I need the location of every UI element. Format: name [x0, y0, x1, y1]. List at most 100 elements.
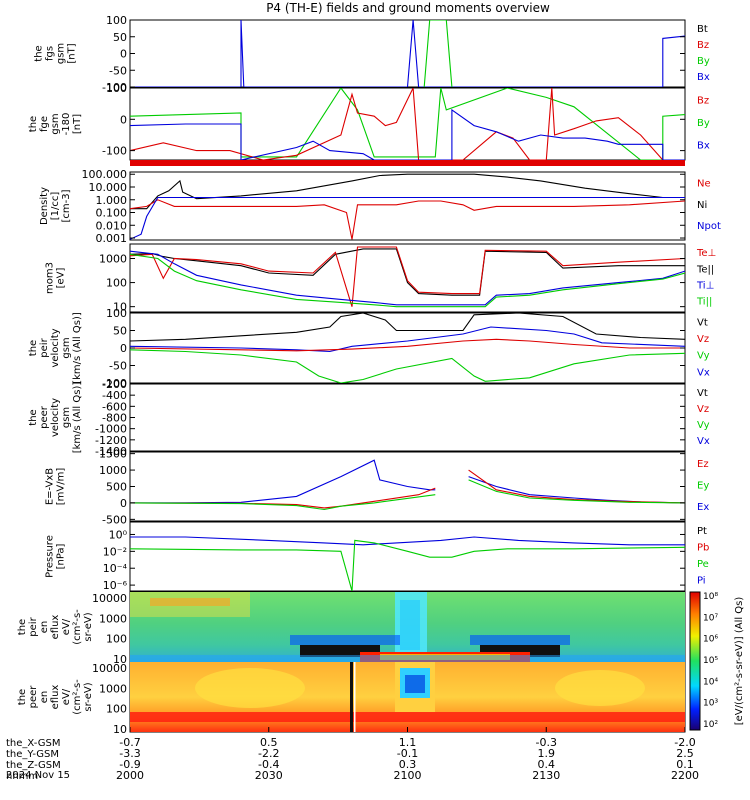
y-axis-label: en: [39, 691, 50, 704]
footer-value: 0.5: [260, 736, 278, 749]
legend-entry: Ey: [697, 480, 709, 491]
series-bz: [130, 88, 685, 160]
legend-entry: Vz: [697, 334, 709, 345]
series-ni: [130, 173, 685, 210]
footer-value: 2130: [532, 769, 560, 782]
y-axis-label: [eV]: [56, 268, 67, 289]
y-tick-label: -1400: [95, 445, 127, 458]
footer-value: -0.3: [536, 736, 557, 749]
legend-entry: Vt: [697, 388, 708, 399]
legend-entry: Pi: [697, 576, 706, 587]
y-axis-label: the: [28, 409, 39, 425]
legend-entry: Ni: [697, 200, 707, 211]
y-tick-label: 1.000: [96, 194, 128, 207]
legend-entry: Vt: [697, 317, 708, 328]
y-axis-label: eV/: [61, 688, 72, 705]
legend-entry: Npot: [697, 221, 721, 232]
y-axis-label: Pressure: [45, 535, 56, 578]
legend-entry: Vy: [697, 420, 710, 431]
y-tick-label: 10⁻²: [103, 545, 127, 558]
footer-value: 1.1: [399, 736, 417, 749]
y-axis-label: gsm: [61, 337, 72, 358]
y-axis-label: velocity: [50, 328, 61, 367]
footer-value: -2.0: [674, 736, 695, 749]
y-tick-label: 10: [113, 301, 127, 314]
series-pe: [130, 539, 685, 591]
y-tick-label: 100: [106, 703, 127, 716]
y-axis-label: eflux: [50, 685, 61, 710]
legend-entry: By: [697, 118, 710, 129]
series-bx: [130, 108, 685, 160]
series-group: [130, 88, 685, 160]
legend-entry: Bz: [697, 40, 709, 51]
legend-entry: Ez: [697, 459, 709, 470]
y-axis-label: velocity: [50, 398, 61, 437]
colorbar-ticks: 10⁸ 10⁷ 10⁶ 10⁵ 10⁴ 10³ 10²: [703, 592, 718, 730]
y-tick-label: 50: [113, 325, 127, 338]
y-tick-label: -500: [102, 513, 127, 526]
footer-value: 1.9: [538, 747, 556, 760]
y-tick-label: 1000: [99, 464, 127, 477]
y-tick-label: 0.001: [96, 232, 128, 245]
y-tick-label: -100: [102, 377, 127, 390]
legend-entry: Ne: [697, 179, 711, 190]
y-axis-label: the: [17, 619, 28, 635]
y-axis-label: the: [28, 340, 39, 356]
y-tick-label: 100: [106, 82, 127, 95]
panel-frame: [129, 243, 686, 313]
y-axis-label: sr-eV): [83, 612, 94, 641]
y-tick-label: 10000: [92, 592, 127, 605]
legend-entry: Bx: [697, 140, 710, 151]
legend-entry: Ti||: [696, 297, 712, 308]
series-vz: [130, 338, 685, 352]
legend-entry: Pb: [697, 543, 709, 554]
y-axis-label: peer: [39, 405, 50, 429]
y-axis-label: peir: [28, 616, 39, 636]
y-axis-label: fgs: [45, 46, 56, 61]
y-tick-label: -1000: [95, 423, 127, 436]
y-tick-label: -50: [109, 360, 127, 373]
footer-value: 2200: [671, 769, 699, 782]
y-axis-label: [km/s (All Qs)]: [72, 312, 83, 384]
y-tick-label: 1000: [99, 682, 127, 695]
figure-title: P4 (TH-E) fields and ground moments over…: [266, 1, 550, 15]
y-axis-label: en: [39, 621, 50, 634]
legend-entry: Bx: [697, 72, 710, 83]
y-tick-label: 100.000: [82, 168, 128, 181]
series-ey2: [468, 479, 685, 504]
y-axis-label: eflux: [50, 615, 61, 640]
y-axis-label: the: [17, 689, 28, 705]
footer-value: -3.3: [119, 747, 140, 760]
colorbar-tick-label: 10²: [703, 720, 718, 730]
panel-frame: [129, 19, 686, 88]
series-group: [130, 536, 685, 591]
y-axis-label: gsm: [56, 43, 67, 64]
footer-row-label: the_Z-GSM: [6, 760, 61, 771]
colorbar-tick-label: 10⁴: [703, 677, 718, 687]
y-tick-label: 0.010: [96, 219, 128, 232]
footer-value: -0.9: [119, 758, 140, 771]
y-axis-label: fge: [39, 116, 50, 132]
y-tick-label: 1000: [99, 612, 127, 625]
footer-value: -0.1: [397, 747, 418, 760]
legend-entry: Ti⊥: [696, 280, 714, 291]
y-tick-label: -1200: [95, 434, 127, 447]
peir-spectrogram: [130, 592, 685, 662]
y-axis-label: sr-eV): [83, 682, 94, 711]
y-axis-label: E=-VxB: [45, 468, 56, 505]
y-tick-label: 10000: [92, 662, 127, 675]
footer-value: 2100: [394, 769, 422, 782]
y-tick-label: 100: [106, 277, 127, 290]
y-axis-label: [nT]: [67, 43, 78, 63]
y-tick-label: 0.100: [96, 207, 128, 220]
y-tick-label: 50: [113, 31, 127, 44]
series-group: [130, 459, 685, 511]
panel-frame: [129, 521, 686, 592]
series-ne: [130, 199, 685, 240]
panel-efield: 1500 1000 500 0 -500 E=-VxB [mV/m] Ez Ey Ex: [45, 448, 710, 527]
y-tick-label: 0: [120, 48, 127, 61]
y-tick-label: 10⁻⁶: [103, 579, 128, 592]
footer-row-label: the_X-GSM: [6, 738, 60, 749]
